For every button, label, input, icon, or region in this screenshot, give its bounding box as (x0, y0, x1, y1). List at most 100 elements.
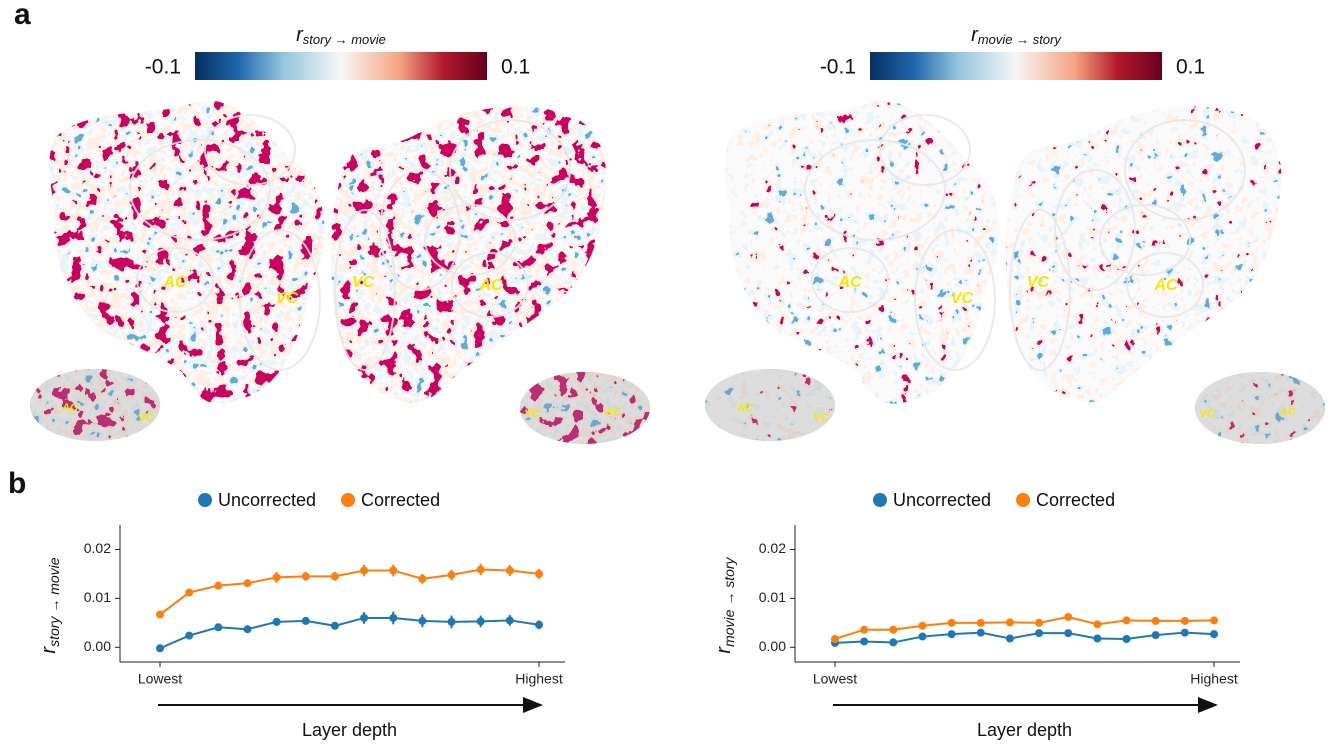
map-label: VC (951, 290, 974, 307)
data-point (1064, 629, 1073, 638)
map-label: VC (1199, 408, 1215, 420)
data-point (272, 573, 281, 582)
y-tick-label: 0.01 (84, 589, 111, 605)
colorbar-tick-label: 0.1 (1176, 56, 1205, 79)
data-point (535, 620, 543, 629)
data-point (947, 630, 956, 639)
legend-label: Corrected (361, 490, 440, 510)
y-axis-label: rmovie → story (713, 556, 736, 653)
roi-outline (879, 114, 971, 186)
data-point (1122, 616, 1131, 625)
roi-outline (204, 114, 296, 186)
text-part: r (713, 646, 735, 654)
text-part: movie → story (978, 32, 1063, 47)
legend-label: Corrected (1036, 490, 1115, 510)
legend-label: Uncorrected (893, 490, 991, 510)
data-point (301, 616, 310, 625)
data-point (860, 625, 869, 634)
series-line (159, 616, 540, 650)
data-point (447, 617, 456, 626)
data-point (360, 613, 369, 622)
data-point (185, 631, 194, 640)
roi-outline (449, 119, 571, 221)
y-axis-label: rstory → movie (38, 557, 61, 653)
data-point (889, 638, 898, 647)
x-tick-label: Lowest (813, 671, 857, 687)
legend-marker (873, 493, 887, 507)
data-point (476, 617, 485, 626)
roi-outline (136, 247, 214, 313)
data-point (1210, 630, 1218, 639)
data-point (505, 616, 514, 625)
roi-outline (424, 204, 516, 276)
data-point (418, 616, 427, 625)
roi-outline (914, 229, 996, 371)
map-label: VC (352, 274, 375, 291)
x-axis-label: Layer depth (302, 720, 397, 740)
data-point (1180, 628, 1189, 637)
series-line (834, 631, 1215, 644)
roi-outline (1099, 204, 1191, 276)
text-part: story → movie (303, 32, 386, 47)
roi-outline (804, 139, 946, 241)
data-point (1035, 629, 1044, 638)
x-tick-label: Lowest (138, 671, 182, 687)
y-tick-label: 0.02 (759, 540, 786, 556)
data-point (185, 588, 194, 597)
series-line (159, 568, 540, 616)
data-point (243, 625, 252, 634)
inset-texture (520, 372, 650, 444)
text-part: story → movie (46, 557, 62, 647)
data-point (1005, 618, 1014, 627)
data-point (1035, 618, 1044, 627)
brain-map-panel: AC VC VC AC AC VC VC AC rmovie → story -0.1 0.1 (705, 24, 1325, 444)
roi-outline (1126, 252, 1204, 318)
data-point (947, 618, 956, 627)
data-point (389, 566, 398, 575)
y-tick-label: 0.02 (84, 540, 111, 556)
data-point (918, 632, 927, 641)
map-label: VC (1027, 274, 1050, 291)
data-point (1005, 634, 1014, 643)
inset-texture (705, 369, 835, 441)
colorbar (870, 52, 1162, 80)
inset-texture (30, 369, 160, 441)
x-tick-label: Highest (1190, 671, 1238, 687)
data-point (330, 572, 339, 581)
data-point (360, 566, 369, 575)
data-point (214, 581, 223, 590)
map-label: VC (813, 412, 829, 424)
brain-inset-texture (520, 372, 650, 444)
roi-outline (1054, 169, 1136, 291)
colorbar-title: rmovie → story (971, 24, 1062, 47)
text-part: r (971, 24, 979, 46)
brain-map-panel: AC VC VC AC AC VC VC AC rstory → movie -0.1 0.1 (30, 24, 650, 444)
data-point (156, 610, 164, 619)
map-label: VC (138, 412, 154, 424)
data-point (1122, 635, 1131, 644)
data-point (1093, 620, 1102, 629)
colorbar-tick-label: -0.1 (820, 56, 856, 79)
data-point (330, 621, 339, 630)
y-tick-label: 0.00 (84, 638, 111, 654)
legend-marker (198, 493, 212, 507)
roi-outline (239, 229, 321, 371)
map-label: AC (1279, 406, 1297, 418)
data-point (214, 623, 223, 632)
colorbar (195, 52, 487, 80)
data-point (1151, 616, 1160, 625)
map-label: VC (276, 290, 299, 307)
data-point (447, 570, 456, 579)
map-label: AC (61, 402, 79, 414)
data-point (976, 618, 985, 627)
text-part: r (296, 24, 304, 46)
data-point (389, 613, 398, 622)
data-point (831, 635, 839, 644)
x-axis-label: Layer depth (977, 720, 1072, 740)
brain-inset-texture (30, 369, 160, 441)
panel-label: a (14, 0, 31, 31)
data-point (243, 579, 252, 588)
data-point (535, 569, 543, 578)
roi-outline (379, 169, 461, 291)
map-label: AC (837, 274, 862, 291)
